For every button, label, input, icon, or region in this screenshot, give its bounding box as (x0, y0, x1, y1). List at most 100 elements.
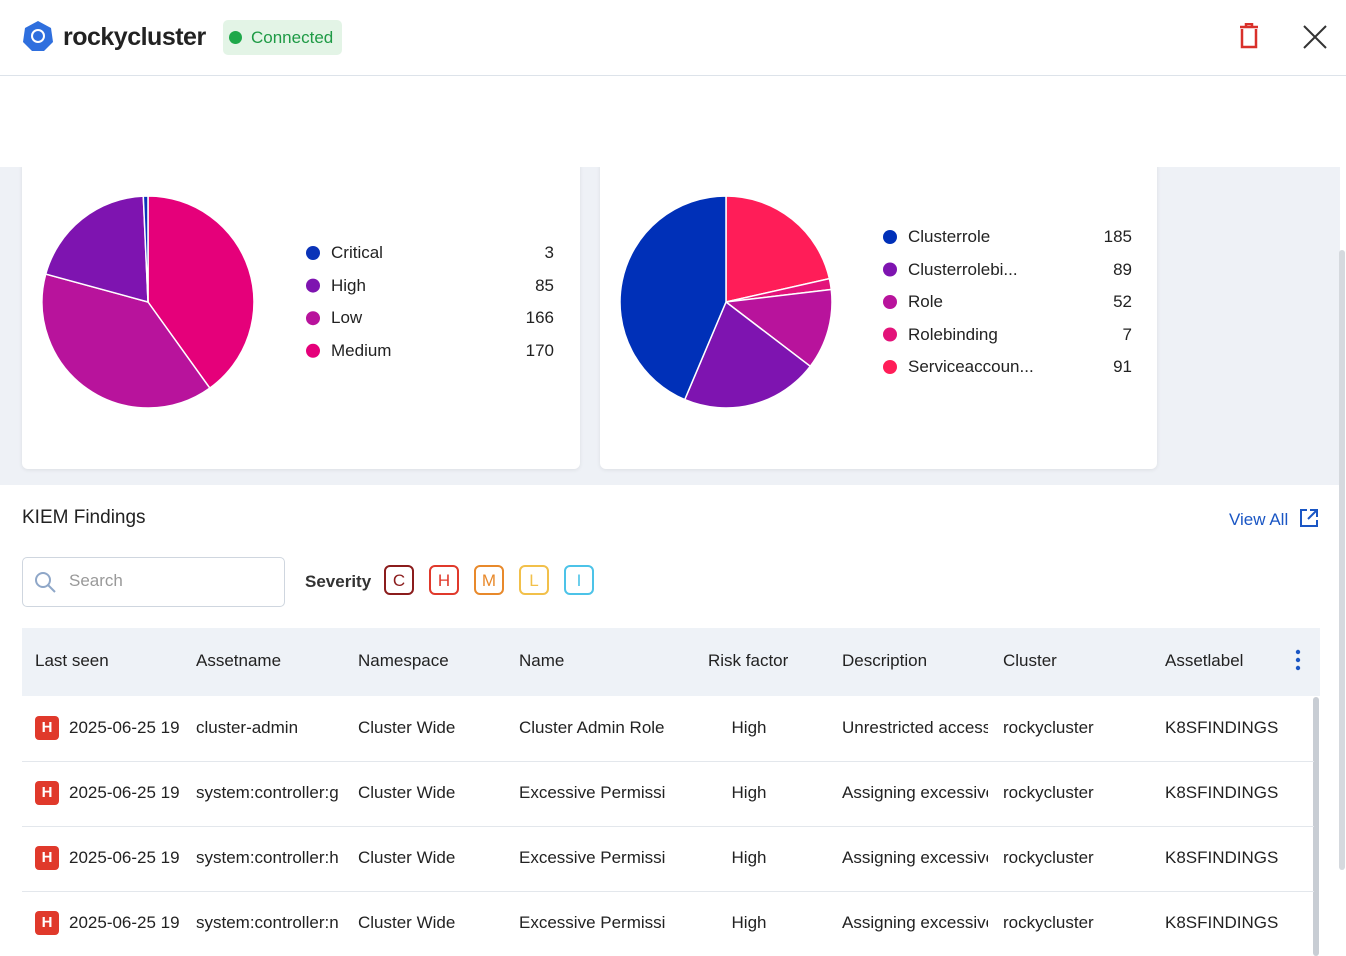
legend-label: Medium (331, 340, 392, 360)
legend-value: 185 (1103, 227, 1132, 246)
table-cell: High (731, 913, 767, 932)
legend-dot (883, 230, 897, 244)
table-cell: cluster-admin (196, 718, 299, 737)
legend-label: Serviceaccoun... (908, 357, 1034, 376)
column-header: Assetname (196, 651, 282, 670)
legend-dot (883, 360, 897, 374)
severity-badge: H (35, 846, 59, 870)
pie-slice (41, 273, 211, 409)
pie-slice (619, 195, 727, 401)
view-all[interactable]: View All (1229, 508, 1319, 530)
pie-slice (147, 195, 255, 390)
column-header: Cluster (1003, 651, 1057, 670)
row-divider (22, 891, 1314, 892)
legend-dot (883, 327, 897, 342)
legend-label: Critical (331, 243, 383, 262)
table-cell: 2025-06-25 19 (69, 913, 180, 932)
table-cell: Cluster Admin Role (519, 718, 665, 737)
scrollbar (1313, 697, 1319, 956)
table-cell: Unrestricted access (842, 718, 988, 737)
legend-value: 3 (544, 243, 554, 262)
table-cell: rockycluster (1003, 913, 1094, 932)
legend-label: Low (331, 308, 363, 328)
kube-icon (23, 21, 53, 51)
delete-button[interactable] (1238, 23, 1260, 49)
table-cell: K8SFINDINGS (1165, 913, 1279, 932)
severity-badge: H (35, 781, 59, 805)
column-header: Description (842, 651, 928, 670)
table-cell: Cluster Wide (358, 848, 456, 867)
legend-dot (306, 343, 320, 358)
table-cell: 2025-06-25 19 (69, 783, 180, 802)
legend-dot (306, 311, 320, 326)
legend-label: High (331, 275, 366, 295)
legend-value: 89 (1113, 259, 1132, 279)
close-button[interactable] (1303, 25, 1327, 49)
table-cell: system:controller:h (196, 848, 339, 867)
legend-dot (306, 246, 320, 260)
table-cell: Cluster Wide (358, 718, 456, 737)
table-cell: 2025-06-25 19 (69, 848, 180, 867)
pie-slice (44, 195, 149, 303)
external-icon (1299, 509, 1318, 527)
pie-slice (725, 195, 831, 303)
legend-label: Clusterrole (908, 227, 991, 246)
legend-dot (883, 262, 897, 277)
status-text: Connected (251, 28, 334, 47)
table-cell: Assigning excessive (842, 913, 988, 932)
table-cell: Excessive Permissi (519, 848, 665, 867)
table-cell: Cluster Wide (358, 913, 456, 932)
row-divider (22, 826, 1314, 827)
pie-slice (724, 288, 833, 368)
legend-label: Role (908, 292, 943, 311)
column-header: Assetlabel (1165, 651, 1244, 670)
table-cell: Assigning excessive (842, 848, 988, 867)
table-cell: K8SFINDINGS (1165, 783, 1279, 802)
cluster-name: rockycluster (63, 23, 206, 51)
legend-dot (883, 295, 897, 309)
page-scrollbar (1339, 250, 1345, 870)
column-header: Name (519, 651, 565, 670)
status-badge: Connected (223, 20, 342, 55)
pie-slice (142, 195, 149, 303)
table-cell: High (731, 718, 767, 737)
legend-label: Rolebinding (908, 324, 998, 344)
table-cell: High (731, 783, 767, 802)
column-header: Risk factor (708, 651, 789, 670)
pie-slice (683, 300, 812, 409)
severity-label: Severity (305, 572, 372, 591)
view-all-text[interactable]: View All (1229, 510, 1289, 529)
tab-bg (0, 76, 1346, 167)
table-cell: rockycluster (1003, 783, 1094, 802)
legend-value: 91 (1113, 357, 1132, 376)
row-divider (22, 761, 1314, 762)
severity-badge: H (35, 911, 59, 935)
severity-filter[interactable]: M (474, 565, 504, 595)
table-cell: 2025-06-25 19 (69, 718, 180, 737)
table-cell: Cluster Wide (358, 783, 456, 802)
search-placeholder: Search (69, 571, 123, 590)
legend-value: 170 (525, 340, 554, 360)
table-header (22, 628, 1320, 696)
column-menu[interactable] (1294, 649, 1302, 671)
legend-dot (306, 278, 320, 293)
section-title: KIEM Findings (22, 507, 146, 528)
table-cell: K8SFINDINGS (1165, 848, 1279, 867)
severity-filter[interactable]: L (519, 565, 549, 595)
table-cell: High (731, 848, 767, 867)
legend-value: 85 (535, 275, 554, 295)
table-cell: Excessive Permissi (519, 913, 665, 932)
severity-badge: H (35, 716, 59, 740)
severity-filter[interactable]: C (384, 565, 414, 595)
table-cell: rockycluster (1003, 718, 1094, 737)
severity-filter[interactable]: I (564, 565, 594, 595)
search-box[interactable]: Search (22, 557, 285, 607)
severity-filter[interactable]: H (429, 565, 459, 595)
table-cell: system:controller:g (196, 783, 339, 802)
legend-value: 52 (1113, 292, 1132, 311)
table-cell: rockycluster (1003, 848, 1094, 867)
search-icon (35, 572, 56, 593)
table-cell: K8SFINDINGS (1165, 718, 1279, 737)
